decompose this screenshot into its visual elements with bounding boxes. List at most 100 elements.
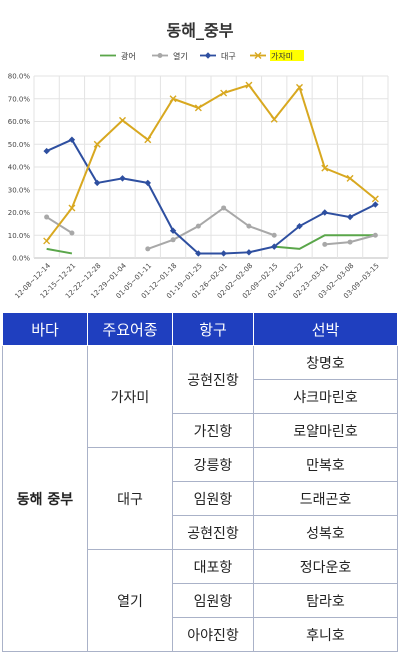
page: 동해_중부 광어 열기 대구 가자미 0.0% 10.0% 20.0% 30.0% 40.0%…	[2, 21, 398, 652]
table-header-row: 바다 주요어종 항구 선박	[2, 312, 398, 346]
table-row: 가진항 로얄마린호	[3, 413, 398, 448]
data-point	[322, 241, 328, 247]
header-sea: 바다	[2, 312, 88, 346]
ship-cell: 로얄마린호	[253, 413, 398, 448]
y-tick-label: 50.0%	[8, 141, 31, 149]
data-point	[144, 179, 151, 187]
data-point	[69, 230, 75, 236]
table-row: 대구 강릉항 만복호	[3, 447, 398, 550]
chart-legend: 광어 열기 대구 가자미	[100, 50, 304, 61]
data-point	[220, 250, 227, 257]
line-chart: 동해_중부 광어 열기 대구 가자미 0.0% 10.0% 20.0% 30.0% 40.0%…	[8, 21, 389, 300]
data-point	[296, 222, 303, 230]
series-line	[46, 247, 73, 255]
y-tick-label: 30.0%	[8, 186, 31, 194]
data-point	[346, 174, 354, 182]
data-point-stroke	[296, 83, 303, 91]
data-point	[371, 195, 379, 203]
y-tick-label: 40.0%	[8, 164, 31, 172]
legend-label: 광어	[121, 51, 136, 61]
data-point	[93, 140, 101, 148]
chart-series	[43, 81, 379, 257]
data-point-stroke	[371, 195, 379, 203]
series-line	[46, 138, 376, 255]
chart-grid	[33, 75, 389, 259]
data-point	[43, 147, 50, 155]
table-row: 임원항 탐라호	[3, 583, 398, 618]
data-point	[195, 250, 202, 257]
data-point	[169, 227, 177, 234]
chart-title: 동해_중부	[167, 21, 234, 40]
legend-item: 대구	[200, 52, 236, 61]
data-point	[169, 95, 177, 103]
data-point-stroke	[254, 52, 262, 59]
data-point	[271, 232, 277, 238]
ship-cell: 성복호	[253, 515, 398, 550]
data-point	[43, 237, 51, 245]
data-point	[119, 116, 126, 124]
port-cell: 강릉항	[172, 447, 254, 482]
data-point-stroke	[43, 237, 51, 245]
port-cell: 임원항	[172, 481, 254, 516]
data-point-stroke	[270, 115, 278, 123]
table-row: 임원항 드래곤호	[3, 481, 398, 516]
data-point	[68, 136, 76, 143]
data-point	[271, 243, 278, 250]
data-point	[372, 232, 378, 238]
data-point	[372, 201, 379, 208]
data-point-stroke	[220, 89, 228, 97]
data-point	[44, 214, 50, 220]
port-cell: 대포항	[172, 549, 254, 584]
data-point	[296, 83, 303, 91]
data-point	[221, 205, 227, 211]
data-point-stroke	[245, 81, 253, 89]
data-point	[346, 213, 354, 221]
port-cell: 아야진항	[172, 617, 254, 652]
series-line	[147, 206, 275, 250]
data-point	[220, 89, 228, 97]
data-point	[144, 136, 152, 144]
ship-cell: 탐라호	[253, 583, 398, 618]
y-tick-label: 20.0%	[8, 209, 31, 217]
series-가자미	[43, 81, 379, 245]
data-point	[68, 204, 76, 212]
data-point	[195, 223, 201, 229]
y-tick-label: 0.0%	[12, 255, 30, 263]
data-point-stroke	[321, 164, 329, 172]
legend-label: 대구	[221, 52, 236, 61]
legend-item: 열기	[152, 52, 188, 61]
ship-cell: 샤크마린호	[253, 379, 398, 414]
legend-highlight	[270, 50, 304, 61]
species-cell: 열기	[87, 549, 173, 652]
data-point-stroke	[194, 104, 202, 112]
data-point	[157, 53, 163, 58]
legend-label: 열기	[173, 52, 188, 61]
header-species: 주요어종	[87, 312, 173, 346]
y-tick-label: 10.0%	[8, 232, 31, 240]
data-point	[94, 179, 101, 187]
data-point	[145, 246, 151, 252]
port-cell: 가진항	[172, 413, 254, 448]
ship-cell: 창명호	[253, 345, 398, 380]
data-point	[204, 52, 212, 59]
series-대구	[43, 136, 379, 257]
data-point	[347, 239, 353, 245]
x-axis: 12-08~12-1412-15~12-2112-22~12-2812-29~0…	[13, 261, 380, 300]
legend-label: 가자미	[271, 52, 293, 61]
y-tick-label: 70.0%	[8, 95, 31, 103]
data-point-stroke	[346, 174, 354, 182]
series-열기	[44, 205, 378, 252]
data-point-stroke	[93, 140, 101, 148]
data-point-stroke	[144, 136, 152, 144]
ship-cell: 정다운호	[253, 549, 398, 584]
port-cell: 공현진항	[172, 515, 254, 550]
legend-item: 가자미	[250, 50, 304, 61]
data-point	[245, 81, 253, 89]
series-line	[45, 83, 376, 242]
data-point	[270, 115, 278, 123]
species-cell: 가자미	[87, 345, 173, 448]
header-ship: 선박	[253, 312, 398, 346]
data-point	[254, 52, 262, 59]
data-point-stroke	[119, 116, 126, 124]
ship-cell: 드래곤호	[253, 481, 398, 516]
